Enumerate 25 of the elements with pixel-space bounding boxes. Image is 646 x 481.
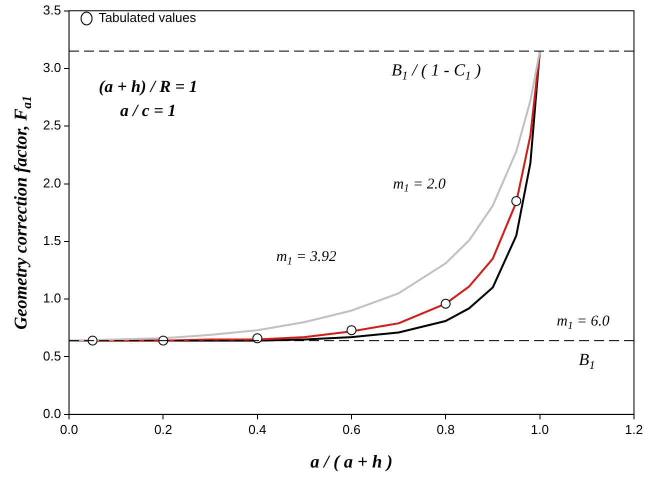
y-tick-label: 0.5 — [42, 348, 62, 364]
point — [440, 298, 451, 309]
y-tick-label: 3.5 — [42, 2, 62, 18]
point — [252, 333, 262, 344]
x-tick-label: 1.2 — [624, 422, 644, 437]
annotation: a / c = 1 — [120, 101, 176, 120]
x-tick-label: 0.4 — [248, 422, 266, 437]
y-axis-title: Geometry correction factor, Fa1 — [10, 96, 34, 330]
x-tick-label: 1.0 — [530, 422, 549, 437]
x-tick-label: 0.6 — [342, 422, 361, 437]
y-tick-label: 3.0 — [42, 60, 62, 76]
point — [88, 336, 98, 346]
y-tick-label: 1.5 — [42, 233, 62, 248]
x-tick-label: 0.2 — [154, 422, 172, 437]
x-tick-label: 0.8 — [436, 422, 455, 437]
y-tick-label: 2.5 — [42, 118, 62, 133]
y-tick-label: 1.0 — [42, 290, 62, 306]
x-tick-label: 0.0 — [60, 422, 78, 437]
legend-label: Tabulated values — [98, 10, 197, 26]
point — [511, 196, 522, 206]
annotation: (a + h) / R = 1 — [98, 76, 198, 96]
y-tick-label: 0.0 — [42, 406, 62, 421]
x-axis-title: a / ( a + h ) — [310, 452, 393, 472]
point — [346, 325, 357, 336]
y-tick-label: 2.0 — [42, 175, 62, 190]
